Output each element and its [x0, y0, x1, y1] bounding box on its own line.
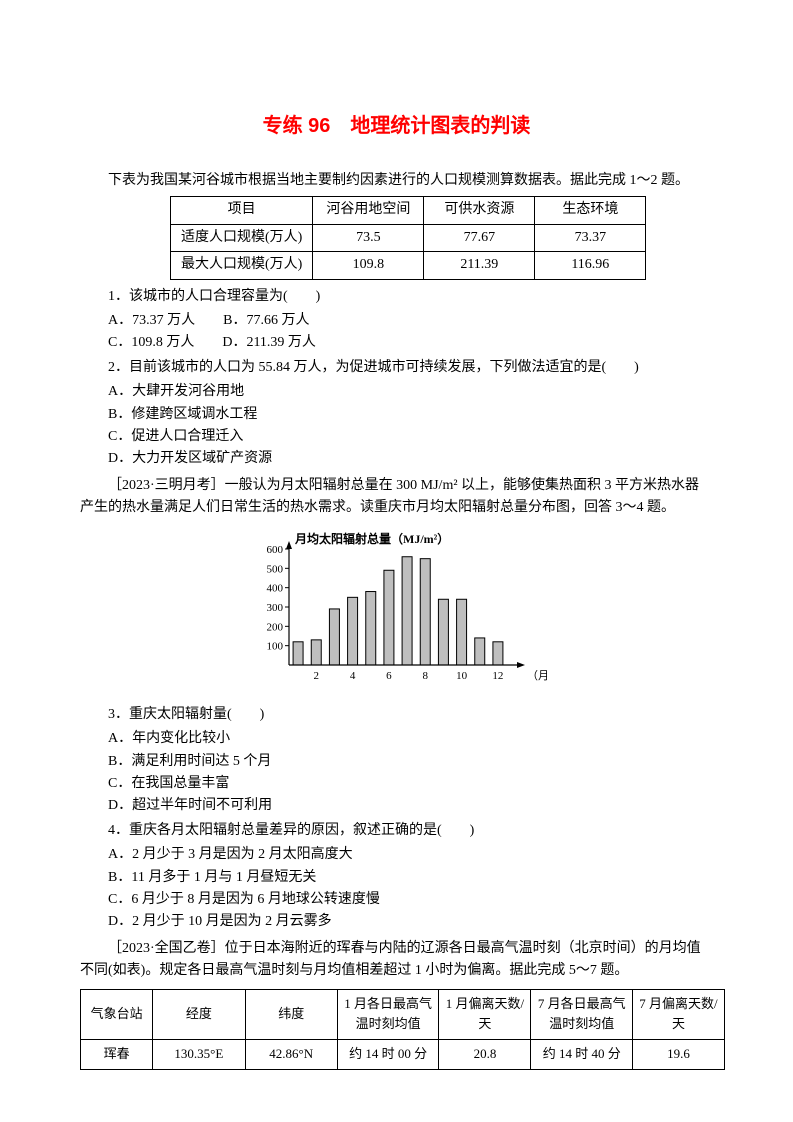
q2-opt-a: A．大肆开发河谷用地: [80, 381, 713, 403]
q3-stem: 3．重庆太阳辐射量( ): [80, 704, 713, 726]
svg-text:10: 10: [456, 670, 468, 682]
svg-text:12: 12: [492, 670, 503, 682]
q3-opt-d: D．超过半年时间不可利用: [80, 795, 713, 817]
q4-opt-a: A．2 月少于 3 月是因为 2 月太阳高度大: [80, 844, 713, 866]
th: 项目: [171, 197, 313, 224]
page: 专练 96 地理统计图表的判读 下表为我国某河谷城市根据当地主要制约因素进行的人…: [0, 0, 793, 1122]
cell: 130.35°E: [153, 1040, 245, 1070]
table-row: 项目 河谷用地空间 可供水资源 生态环境: [171, 197, 646, 224]
bar-chart: 100 200 300 400 500 600 月均太阳辐射总量（MJ/m²） 2 4 6 8 10 1…: [247, 529, 547, 689]
table-row: 珲春 130.35°E 42.86°N 约 14 时 00 分 20.8 约 1…: [81, 1040, 725, 1070]
svg-text:8: 8: [422, 670, 428, 682]
svg-text:300: 300: [266, 602, 283, 614]
cell: 适度人口规模(万人): [171, 224, 313, 251]
q2-stem: 2．目前该城市的人口为 55.84 万人，为促进城市可持续发展，下列做法适宜的是…: [80, 357, 713, 379]
th: 河谷用地空间: [313, 197, 424, 224]
th: 纬度: [245, 989, 337, 1040]
cell: 116.96: [535, 252, 646, 279]
table-station: 气象台站 经度 纬度 1 月各日最高气温时刻均值 1 月偏离天数/天 7 月各日…: [80, 989, 725, 1070]
table-row: 最大人口规模(万人) 109.8 211.39 116.96: [171, 252, 646, 279]
q1-stem: 1．该城市的人口合理容量为( ): [80, 286, 713, 308]
cell: 73.37: [535, 224, 646, 251]
cell: 约 14 时 40 分: [531, 1040, 633, 1070]
svg-text:600: 600: [266, 544, 283, 556]
table-row: 气象台站 经度 纬度 1 月各日最高气温时刻均值 1 月偏离天数/天 7 月各日…: [81, 989, 725, 1040]
svg-text:100: 100: [266, 641, 283, 653]
cell: 19.6: [632, 1040, 724, 1070]
cell: 109.8: [313, 252, 424, 279]
th: 经度: [153, 989, 245, 1040]
cell: 珲春: [81, 1040, 153, 1070]
q4-opt-d: D．2 月少于 10 月是因为 2 月云雾多: [80, 911, 713, 933]
th: 1 月偏离天数/天: [439, 989, 531, 1040]
th: 气象台站: [81, 989, 153, 1040]
page-title: 专练 96 地理统计图表的判读: [80, 110, 713, 142]
th: 生态环境: [535, 197, 646, 224]
cell: 211.39: [424, 252, 535, 279]
intro-text: 下表为我国某河谷城市根据当地主要制约因素进行的人口规模测算数据表。据此完成 1～…: [80, 170, 713, 192]
svg-text:500: 500: [266, 564, 283, 576]
th: 7 月各日最高气温时刻均值: [531, 989, 633, 1040]
q3-opt-a: A．年内变化比较小: [80, 728, 713, 750]
cell: 最大人口规模(万人): [171, 252, 313, 279]
cell: 77.67: [424, 224, 535, 251]
cell: 42.86°N: [245, 1040, 337, 1070]
chart-container: 100 200 300 400 500 600 月均太阳辐射总量（MJ/m²） 2 4 6 8 10 1…: [80, 529, 713, 697]
q1-opt-ab: A．73.37 万人 B．77.66 万人: [80, 310, 713, 332]
th: 1 月各日最高气温时刻均值: [337, 989, 439, 1040]
svg-text:2: 2: [313, 670, 319, 682]
cell: 73.5: [313, 224, 424, 251]
svg-text:400: 400: [266, 583, 283, 595]
cell: 20.8: [439, 1040, 531, 1070]
q3-opt-b: B．满足利用时间达 5 个月: [80, 751, 713, 773]
q2-opt-b: B．修建跨区域调水工程: [80, 404, 713, 426]
q4-opt-c: C．6 月少于 8 月是因为 6 月地球公转速度慢: [80, 889, 713, 911]
q4-stem: 4．重庆各月太阳辐射总量差异的原因，叙述正确的是( ): [80, 820, 713, 842]
th: 7 月偏离天数/天: [632, 989, 724, 1040]
q1-opt-cd: C．109.8 万人 D．211.39 万人: [80, 332, 713, 354]
q2-opt-c: C．促进人口合理迁入: [80, 426, 713, 448]
q2-opt-d: D．大力开发区域矿产资源: [80, 448, 713, 470]
svg-text:4: 4: [349, 670, 355, 682]
table-population: 项目 河谷用地空间 可供水资源 生态环境 适度人口规模(万人) 73.5 77.…: [170, 196, 646, 279]
passage-3: ［2023·全国乙卷］位于日本海附近的珲春与内陆的辽源各日最高气温时刻（北京时间…: [80, 938, 713, 983]
cell: 约 14 时 00 分: [337, 1040, 439, 1070]
th: 可供水资源: [424, 197, 535, 224]
q3-opt-c: C．在我国总量丰富: [80, 773, 713, 795]
passage-2: ［2023·三明月考］一般认为月太阳辐射总量在 300 MJ/m² 以上，能够使…: [80, 475, 713, 520]
svg-text:6: 6: [386, 670, 392, 682]
table-row: 适度人口规模(万人) 73.5 77.67 73.37: [171, 224, 646, 251]
svg-text:200: 200: [266, 622, 283, 634]
svg-text:月均太阳辐射总量（MJ/m²）: 月均太阳辐射总量（MJ/m²）: [294, 531, 449, 546]
q4-opt-b: B．11 月多于 1 月与 1 月昼短无关: [80, 867, 713, 889]
svg-text:（月）: （月）: [527, 669, 547, 682]
